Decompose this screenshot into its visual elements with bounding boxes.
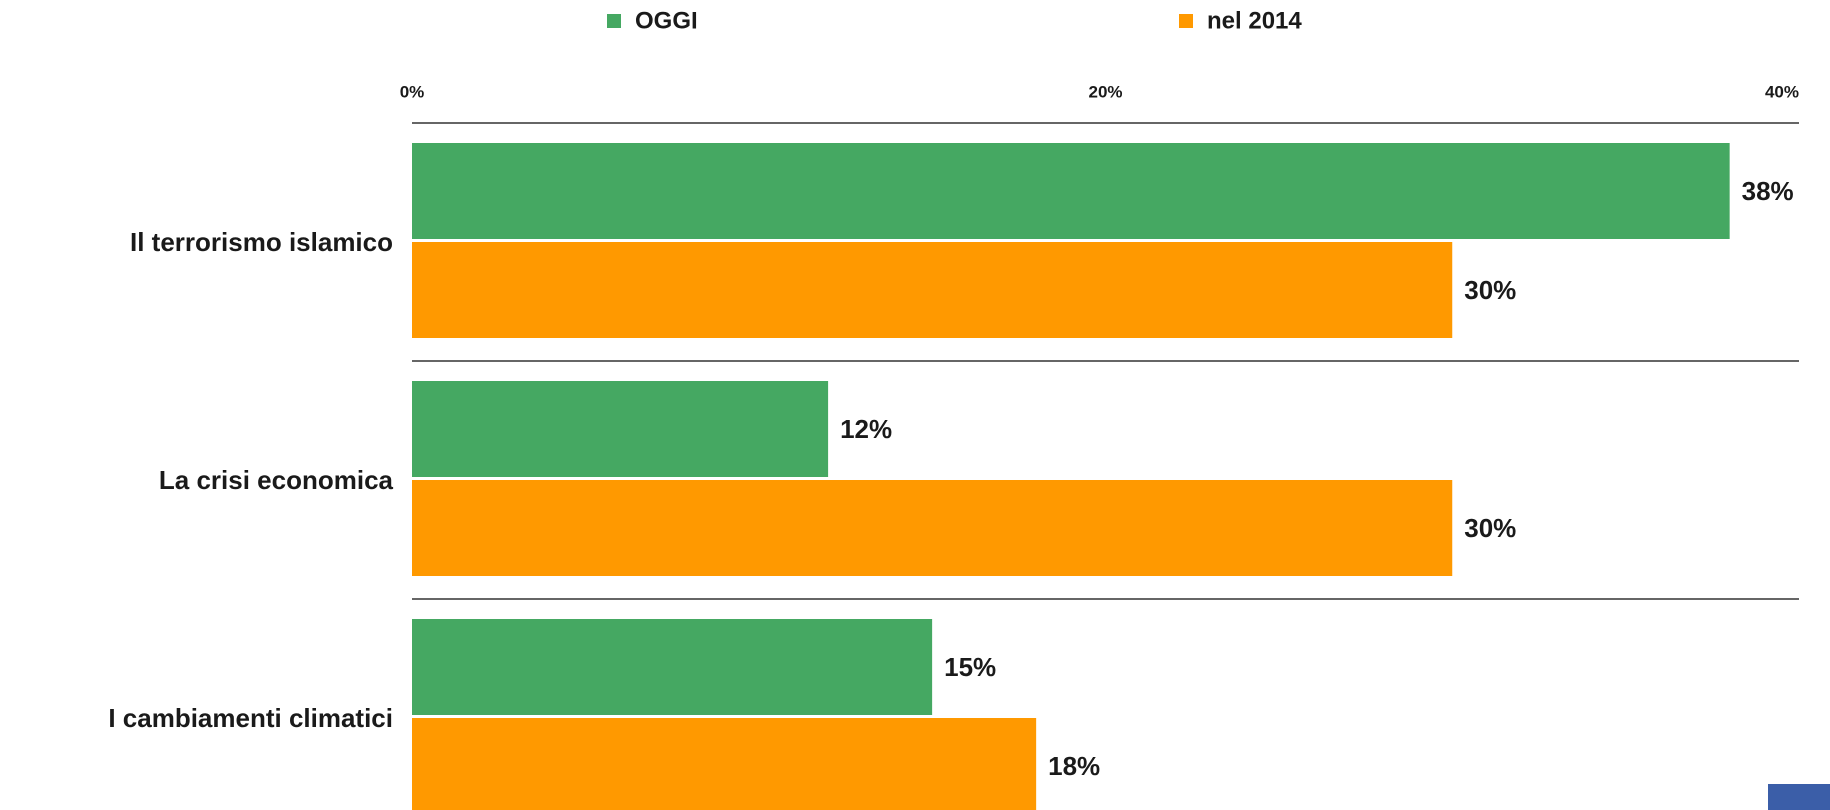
- value-label: 12%: [840, 414, 892, 444]
- bar: [412, 480, 1453, 576]
- legend-label: OGGI: [635, 7, 698, 34]
- bar: [412, 242, 1453, 338]
- bar: [412, 619, 933, 715]
- legend-swatch: [1179, 14, 1193, 28]
- value-label: 15%: [944, 652, 996, 682]
- legend-swatch: [607, 14, 621, 28]
- bar: [412, 381, 829, 477]
- x-tick-label: 0%: [400, 82, 425, 101]
- logo: [1768, 784, 1830, 810]
- value-label: 30%: [1464, 513, 1516, 543]
- value-label: 18%: [1048, 751, 1100, 781]
- category-label: Il terrorismo islamico: [130, 227, 393, 257]
- x-tick-label: 40%: [1765, 82, 1799, 101]
- legend-label: nel 2014: [1207, 7, 1302, 34]
- x-tick-label: 20%: [1088, 82, 1122, 101]
- value-label: 30%: [1464, 275, 1516, 305]
- bar: [412, 718, 1037, 810]
- value-label: 38%: [1742, 176, 1794, 206]
- category-label: La crisi economica: [159, 465, 394, 495]
- bar: [412, 143, 1730, 239]
- category-label: I cambiamenti climatici: [108, 703, 393, 733]
